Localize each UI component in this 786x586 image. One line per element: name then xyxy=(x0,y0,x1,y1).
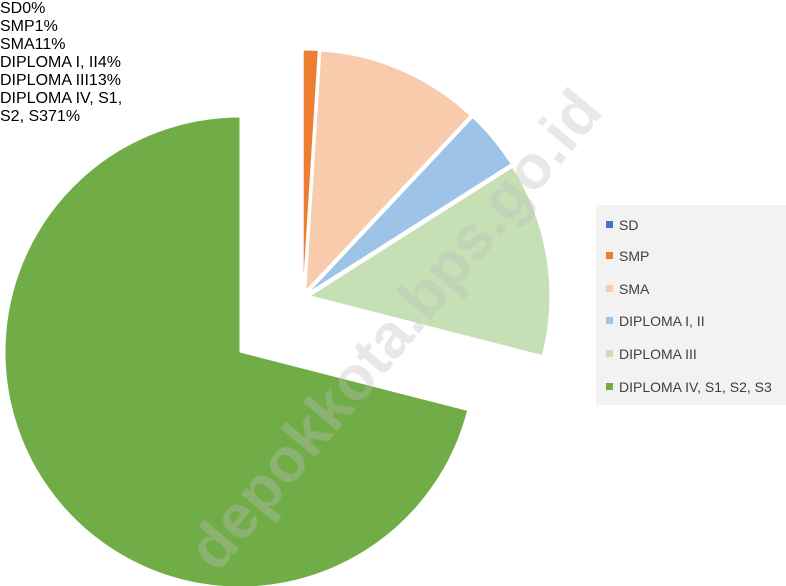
legend-swatch xyxy=(606,284,613,292)
data-label-value: 11% xyxy=(34,36,66,53)
data-label-value: 1% xyxy=(34,18,58,35)
legend-swatch xyxy=(606,251,613,259)
legend: SD SMP SMA DIPLOMA I, II DIPLOMA III DIPLOMA … xyxy=(596,205,786,405)
pie-slice xyxy=(308,166,551,357)
data-label: DIPLOMA III13% xyxy=(0,72,786,90)
data-label-value: 4% xyxy=(97,54,121,71)
legend-item: DIPLOMA IV, S1, S2, S3 xyxy=(606,379,772,395)
data-label: SD0% xyxy=(0,0,786,18)
legend-swatch xyxy=(606,382,613,390)
data-label: SMA11% xyxy=(0,36,786,54)
pie-slice xyxy=(4,116,469,586)
data-label-category: DIPLOMA I, II xyxy=(0,54,98,71)
legend-label: SD xyxy=(619,217,639,233)
data-label: SMP1% xyxy=(0,18,786,36)
data-label-category: DIPLOMA IV, S1, S2, S3 xyxy=(0,90,123,125)
legend-item: DIPLOMA III xyxy=(606,346,697,362)
legend-swatch xyxy=(606,349,613,357)
data-label-category: SMA xyxy=(0,36,35,53)
data-label: DIPLOMA IV, S1, S2, S371% xyxy=(0,90,140,126)
data-label-category: DIPLOMA III xyxy=(0,72,89,89)
legend-label: DIPLOMA IV, S1, S2, S3 xyxy=(619,379,772,395)
data-label: DIPLOMA I, II4% xyxy=(0,54,786,72)
legend-item: SMA xyxy=(606,281,649,297)
legend-label: SMP xyxy=(619,248,650,264)
pie-slice xyxy=(302,49,319,291)
legend-label: SMA xyxy=(619,281,650,297)
data-label-value: 0% xyxy=(22,0,46,17)
data-label-value: 13% xyxy=(88,72,121,89)
legend-label: DIPLOMA I, II xyxy=(619,313,705,329)
legend-label: DIPLOMA III xyxy=(619,346,697,362)
legend-item: DIPLOMA I, II xyxy=(606,313,705,329)
data-label-category: SD xyxy=(0,0,23,17)
pie-slice xyxy=(305,50,471,292)
legend-swatch xyxy=(606,220,613,228)
legend-item: SD xyxy=(606,217,638,233)
data-label-value: 71% xyxy=(48,108,81,125)
data-label-category: SMP xyxy=(0,18,35,35)
legend-swatch xyxy=(606,316,613,324)
pie-slice xyxy=(308,116,512,293)
legend-item: SMP xyxy=(606,248,649,264)
